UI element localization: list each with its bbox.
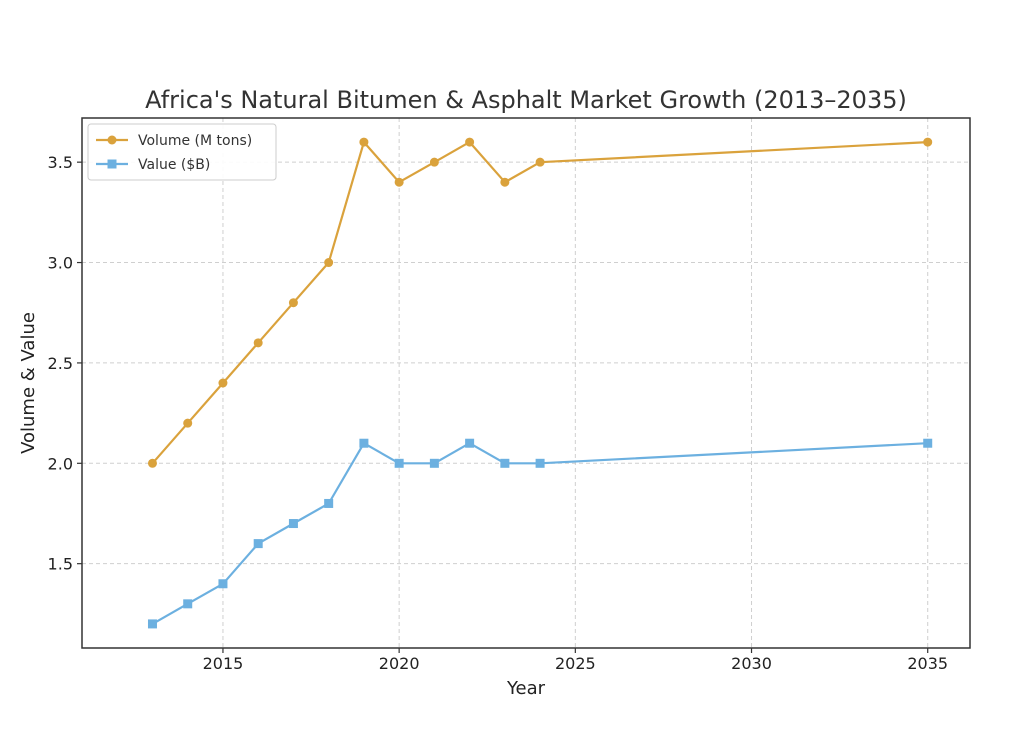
data-point-volume [324, 258, 334, 268]
legend-marker-square [107, 159, 117, 169]
axis-ticks: 2015 2020 2025 2030 2035 1.5 2.0 2.5 3.0 3.5 [48, 153, 949, 673]
legend-label: Value ($B) [138, 157, 210, 173]
data-point-value [465, 438, 475, 448]
data-point-volume [253, 338, 263, 348]
data-point-volume [359, 137, 369, 147]
data-point-volume [147, 458, 157, 468]
legend-label: Volume (M tons) [138, 133, 252, 149]
legend-marker-circle [107, 135, 117, 145]
data-point-value [288, 519, 298, 529]
x-tick-label: 2025 [555, 654, 596, 673]
data-point-volume [500, 177, 510, 187]
y-tick-label: 2.0 [48, 454, 73, 473]
data-point-volume [429, 157, 439, 167]
data-point-volume [288, 298, 298, 308]
data-point-value [394, 458, 404, 468]
series-line-1 [151, 141, 928, 465]
data-point-value [218, 579, 228, 589]
data-point-volume [183, 418, 193, 428]
data-point-volume [465, 137, 475, 147]
y-tick-label: 1.5 [48, 555, 73, 574]
data-point-value [535, 458, 545, 468]
y-axis-label: Volume & Value [18, 312, 39, 454]
grid [82, 118, 970, 648]
legend-box [87, 123, 277, 181]
x-tick-label: 2030 [731, 654, 772, 673]
x-axis-label: Year [506, 678, 546, 699]
y-tick-label: 2.5 [48, 354, 73, 373]
data-point-volume [218, 378, 228, 388]
data-point-volume [394, 177, 404, 187]
chart-title: Africa's Natural Bitumen & Asphalt Marke… [145, 86, 907, 114]
data-point-value [147, 619, 157, 629]
y-tick-label: 3.5 [48, 153, 73, 172]
x-tick-label: 2015 [203, 654, 244, 673]
x-tick-label: 2035 [907, 654, 948, 673]
plot-frame [81, 117, 971, 649]
data-point-value [253, 539, 263, 549]
data-point-value [324, 498, 334, 508]
series-line-2 [151, 442, 928, 625]
x-tick-label: 2020 [379, 654, 420, 673]
data-point-volume [535, 157, 545, 167]
data-point-value [183, 599, 193, 609]
data-point-value [429, 458, 439, 468]
legend: Volume (M tons) Value ($B) [87, 123, 277, 181]
data-point-value [923, 438, 933, 448]
y-tick-label: 3.0 [48, 254, 73, 273]
data-point-value [359, 438, 369, 448]
data-point-volume [923, 137, 933, 147]
data-point-value [500, 458, 510, 468]
plot-area [147, 137, 933, 629]
